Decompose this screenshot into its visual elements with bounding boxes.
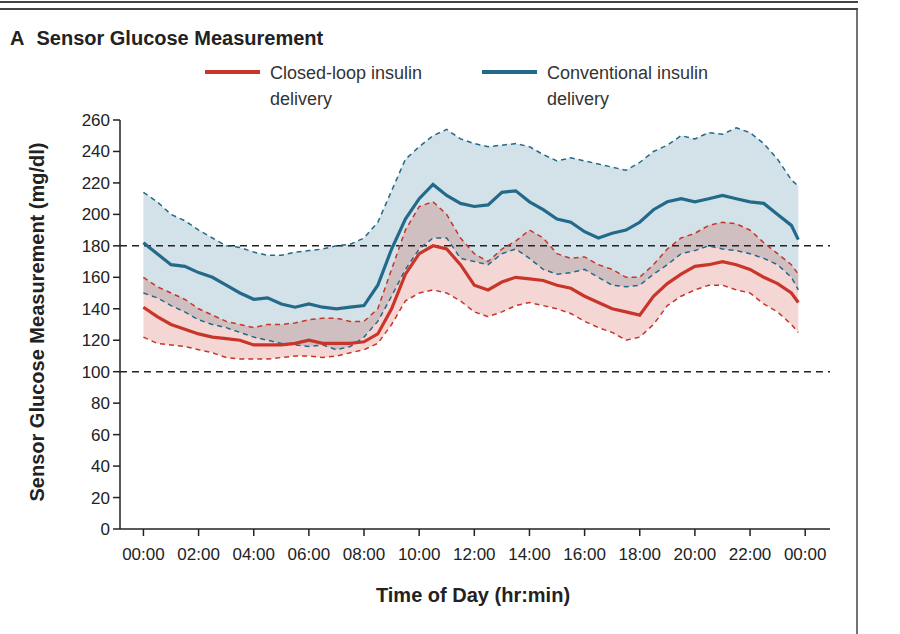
y-tick-label: 180 xyxy=(82,237,110,256)
median-line xyxy=(143,246,798,345)
x-tick-label: 04:00 xyxy=(232,545,275,564)
y-tick-label: 160 xyxy=(82,268,110,287)
y-axis-label: Sensor Glucose Measurement (mg/dl) xyxy=(26,143,48,502)
chart: A Sensor Glucose Measurement Closed-loop i… xyxy=(0,0,900,634)
x-tick xyxy=(584,529,586,536)
median-line xyxy=(143,185,798,309)
x-tick-label: 20:00 xyxy=(674,545,717,564)
y-tick xyxy=(113,434,120,436)
y-tick-label: 60 xyxy=(91,426,110,445)
iqr-bound xyxy=(143,285,798,359)
legend-line: Closed-loop insulin xyxy=(270,63,422,83)
y-tick-label: 240 xyxy=(82,142,110,161)
plot-area xyxy=(120,128,830,372)
x-tick xyxy=(253,529,255,536)
y-tick xyxy=(113,465,120,467)
x-tick xyxy=(694,529,696,536)
x-tick xyxy=(474,529,476,536)
x-tick-label: 02:00 xyxy=(177,545,220,564)
y-tick-label: 80 xyxy=(91,394,110,413)
frame-line xyxy=(856,9,858,634)
y-tick xyxy=(113,528,120,530)
y-tick xyxy=(113,151,120,153)
panel-label: A xyxy=(10,27,24,49)
x-tick-label: 22:00 xyxy=(729,545,772,564)
frame-line xyxy=(0,8,858,10)
x-tick xyxy=(198,529,200,536)
x-tick-label: 00:00 xyxy=(784,545,827,564)
y-tick-label: 120 xyxy=(82,331,110,350)
y-tick xyxy=(113,339,120,341)
legend-label: Conventional insulin delivery xyxy=(547,63,708,109)
y-tick xyxy=(113,214,120,216)
x-tick-label: 12:00 xyxy=(453,545,496,564)
title-group: A Sensor Glucose Measurement xyxy=(10,27,324,49)
iqr-bound xyxy=(143,128,798,255)
x-tick xyxy=(804,529,806,536)
y-tick xyxy=(113,119,120,121)
y-tick-label: 220 xyxy=(82,174,110,193)
legend-swatch xyxy=(205,70,260,74)
legend-line: delivery xyxy=(270,89,332,109)
y-tick xyxy=(113,402,120,404)
x-tick-label: 06:00 xyxy=(288,545,331,564)
y-tick xyxy=(113,371,120,373)
y-axis xyxy=(119,120,121,529)
x-tick xyxy=(418,529,420,536)
y-tick-label: 260 xyxy=(82,111,110,130)
x-tick-label: 14:00 xyxy=(508,545,551,564)
y-tick-label: 100 xyxy=(82,363,110,382)
y-tick-label: 0 xyxy=(101,520,110,539)
y-tick xyxy=(113,245,120,247)
title: Sensor Glucose Measurement xyxy=(36,27,323,49)
legend-swatch xyxy=(482,70,537,74)
y-tick xyxy=(113,277,120,279)
x-axis-label: Time of Day (hr:min) xyxy=(376,584,570,606)
x-tick xyxy=(639,529,641,536)
y-tick-label: 40 xyxy=(91,457,110,476)
x-tick xyxy=(749,529,751,536)
reference-line xyxy=(120,371,830,373)
y-tick xyxy=(113,182,120,184)
y-tick-label: 20 xyxy=(91,489,110,508)
x-tick xyxy=(529,529,531,536)
frame-line xyxy=(0,1,858,3)
x-tick xyxy=(143,529,145,536)
x-tick xyxy=(308,529,310,536)
iqr-band xyxy=(143,202,798,359)
x-tick xyxy=(363,529,365,536)
y-tick xyxy=(113,308,120,310)
y-tick xyxy=(113,497,120,499)
x-tick-label: 18:00 xyxy=(618,545,661,564)
y-tick-label: 200 xyxy=(82,205,110,224)
x-tick-label: 00:00 xyxy=(122,545,165,564)
x-tick-label: 16:00 xyxy=(563,545,606,564)
legend-line: delivery xyxy=(547,89,609,109)
legend-line: Conventional insulin xyxy=(547,63,708,83)
x-tick-label: 08:00 xyxy=(343,545,386,564)
y-tick-label: 140 xyxy=(82,300,110,319)
x-tick-label: 10:00 xyxy=(398,545,441,564)
legend-label: Closed-loop insulin delivery xyxy=(270,63,422,109)
